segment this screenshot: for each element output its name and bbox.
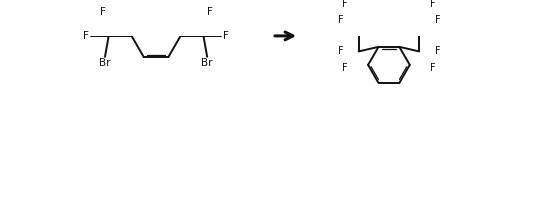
Text: F: F xyxy=(337,46,343,56)
Text: F: F xyxy=(223,31,229,41)
Text: Br: Br xyxy=(202,58,213,68)
Text: F: F xyxy=(435,46,440,56)
Text: F: F xyxy=(207,7,213,17)
Text: F: F xyxy=(83,31,89,41)
Text: F: F xyxy=(342,0,348,9)
Text: F: F xyxy=(431,0,436,9)
Text: F: F xyxy=(337,15,343,25)
Text: F: F xyxy=(100,7,106,17)
Text: F: F xyxy=(342,63,348,73)
Text: Br: Br xyxy=(99,58,111,68)
Text: F: F xyxy=(435,15,440,25)
Text: F: F xyxy=(431,63,436,73)
